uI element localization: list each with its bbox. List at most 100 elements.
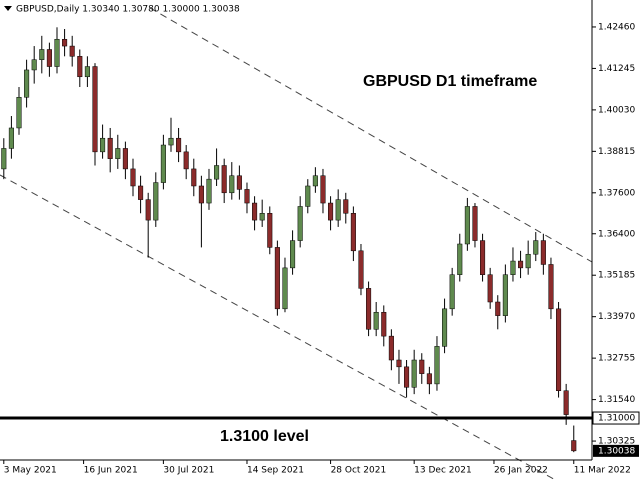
candle-body: [396, 359, 402, 368]
candle-body: [267, 213, 273, 248]
chart-title: GBPUSD,Daily 1.30340 1.30780 1.30000 1.3…: [16, 5, 240, 15]
candle-body: [502, 274, 508, 316]
y-tick-label: 1.37600: [598, 188, 635, 198]
candle-body: [206, 178, 212, 204]
y-tick-label: 1.41245: [598, 64, 635, 74]
candle-body: [540, 240, 546, 265]
x-tick-label: 14 Sep 2021: [247, 466, 304, 476]
y-tick-label: 1.38815: [598, 147, 635, 157]
candle-body: [480, 240, 486, 275]
candle-body: [404, 366, 410, 388]
candle-body: [183, 151, 189, 170]
candle-body: [381, 311, 387, 337]
candle-body: [282, 267, 288, 310]
candle-body: [457, 243, 463, 275]
candle-body: [563, 390, 569, 415]
candle-body: [252, 202, 258, 221]
candle-body: [426, 373, 432, 385]
candle-body: [191, 168, 197, 187]
candle-body: [464, 206, 470, 245]
annotation: GBPUSD D1 timeframe: [363, 73, 537, 90]
channel-upper: [149, 7, 593, 263]
candle-body: [176, 137, 182, 153]
candle-body: [373, 311, 379, 330]
candle-body: [62, 38, 68, 47]
y-tick-label: 1.35185: [598, 271, 635, 281]
candle-body: [214, 165, 220, 180]
channel-lower: [0, 174, 557, 480]
candle-body: [320, 175, 326, 204]
candle-body: [449, 274, 455, 310]
x-tick-label: 16 Jun 2021: [84, 466, 138, 476]
candle-body: [442, 308, 448, 347]
candle-body: [84, 66, 90, 78]
level-label: 1.31000: [598, 414, 635, 424]
candle-body: [297, 206, 303, 241]
candle-body: [8, 127, 14, 149]
candle-body: [510, 260, 516, 275]
candle-body: [244, 189, 250, 204]
annotation: 1.3100 level: [220, 428, 309, 445]
y-tick-label: 1.32755: [598, 354, 635, 364]
candle-body: [77, 56, 83, 78]
candle-body: [168, 137, 174, 146]
y-tick-label: 1.31540: [598, 395, 635, 405]
y-tick-label: 1.30325: [598, 437, 635, 447]
candle-body: [434, 346, 440, 385]
candle-body: [236, 175, 242, 190]
candle-body: [290, 240, 296, 269]
candle-body: [221, 165, 227, 194]
x-tick-label: 11 Mar 2022: [574, 466, 631, 476]
candle-body: [343, 199, 349, 214]
candle-body: [533, 240, 539, 255]
y-tick-label: 1.36400: [598, 229, 635, 239]
candle-body: [107, 137, 113, 159]
candle-body: [54, 38, 60, 67]
candle-body: [24, 69, 30, 98]
candle-body: [92, 66, 98, 153]
last-price-label: 1.30038: [598, 446, 635, 456]
candle-body: [115, 148, 121, 159]
candle-body: [411, 359, 417, 388]
candle-body: [495, 301, 501, 316]
candle-body: [153, 182, 159, 221]
candle-body: [419, 359, 425, 374]
candle-body: [160, 144, 166, 183]
last-price-box: [593, 444, 639, 457]
candle-body: [145, 199, 151, 221]
candle-body: [525, 253, 531, 269]
candle-body: [358, 250, 364, 289]
candle-body: [100, 137, 106, 153]
candle-body: [69, 45, 75, 57]
x-tick-label: 3 May 2021: [4, 466, 57, 476]
candle-body: [472, 206, 478, 241]
candle-body: [122, 148, 128, 170]
candle-body: [305, 185, 311, 207]
x-tick-label: 30 Jul 2021: [163, 466, 214, 476]
x-tick-label: 13 Dec 2021: [414, 466, 472, 476]
x-tick-label: 28 Oct 2021: [331, 466, 387, 476]
candle-body: [39, 49, 45, 60]
candle-body: [46, 49, 52, 67]
candle-body: [328, 202, 334, 221]
candle-body: [571, 440, 577, 452]
candle-body: [198, 185, 204, 204]
candle-body: [31, 59, 37, 71]
menu-icon: [4, 6, 12, 11]
candle-body: [518, 260, 524, 269]
candle-body: [548, 264, 554, 310]
candle-body: [487, 274, 493, 303]
candle-body: [312, 175, 318, 187]
candle-body: [16, 97, 22, 129]
candle-body: [274, 247, 280, 310]
y-tick-label: 1.33970: [598, 312, 635, 322]
candle-body: [350, 213, 356, 252]
candle-body: [556, 308, 562, 391]
level-label-box: [592, 411, 640, 425]
candle-body: [1, 148, 7, 170]
y-tick-label: 1.40030: [598, 105, 635, 115]
x-tick-label: 26 Jan 2022: [494, 466, 548, 476]
